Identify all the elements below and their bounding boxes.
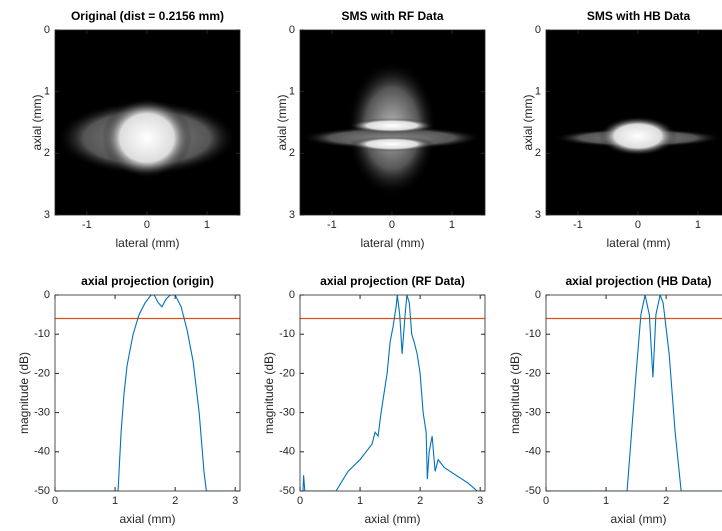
y-axis-label: magnitude (dB): [508, 352, 522, 434]
data-line: [55, 295, 240, 491]
image-blob: [349, 118, 434, 133]
y-tick-label: -10: [34, 328, 50, 340]
y-tick-label: -50: [525, 485, 541, 497]
y-tick-label: 0: [289, 24, 295, 36]
axes-box: [299, 294, 486, 492]
y-tick-label: 1: [44, 86, 50, 98]
y-axis-label: magnitude (dB): [262, 352, 276, 434]
x-tick-label: 1: [357, 495, 363, 507]
plot-area: [300, 295, 485, 491]
y-tick-label: -10: [525, 328, 541, 340]
data-line: [300, 295, 481, 491]
data-line: [546, 295, 722, 491]
axes-box: [54, 294, 241, 492]
y-tick-label: 0: [289, 289, 295, 301]
chart-title: axial projection (RF Data): [320, 274, 465, 288]
y-tick-label: -40: [525, 446, 541, 458]
x-tick-label: 1: [449, 219, 455, 231]
x-axis-label: lateral (mm): [360, 236, 424, 250]
x-tick-label: 1: [695, 219, 701, 231]
image-blob: [349, 136, 434, 152]
y-tick-label: 3: [44, 209, 50, 221]
y-tick-label: -20: [279, 367, 295, 379]
x-tick-label: 0: [635, 219, 641, 231]
y-tick-label: 1: [535, 86, 541, 98]
plot-area: [546, 30, 722, 215]
y-tick-label: -50: [34, 485, 50, 497]
x-tick-label: -1: [327, 219, 337, 231]
x-tick-label: 0: [52, 495, 58, 507]
x-tick-label: -1: [82, 219, 92, 231]
chart-title: axial projection (origin): [81, 274, 214, 288]
y-tick-label: 2: [44, 147, 50, 159]
y-tick-label: 0: [535, 24, 541, 36]
y-tick-label: -50: [279, 485, 295, 497]
x-tick-label: 2: [417, 495, 423, 507]
y-tick-label: 0: [44, 24, 50, 36]
chart-title: Original (dist = 0.2156 mm): [71, 9, 224, 23]
axes-box: [54, 29, 241, 216]
x-axis-label: lateral (mm): [115, 236, 179, 250]
image-blob: [598, 116, 677, 156]
axes-box: [545, 294, 722, 492]
plot-area: [300, 30, 485, 215]
x-tick-label: 1: [603, 495, 609, 507]
axes-box: [299, 29, 486, 216]
y-tick-label: 3: [289, 209, 295, 221]
x-tick-label: 3: [232, 495, 238, 507]
y-axis-label: axial (mm): [30, 94, 44, 150]
image-blob: [101, 97, 192, 178]
chart-title: SMS with HB Data: [587, 9, 691, 23]
y-tick-label: 0: [535, 289, 541, 301]
x-tick-label: 0: [297, 495, 303, 507]
plot-area: [55, 30, 240, 215]
x-axis-label: axial (mm): [365, 512, 421, 526]
y-tick-label: 2: [289, 147, 295, 159]
y-axis-label: axial (mm): [521, 94, 535, 150]
y-tick-label: -20: [34, 367, 50, 379]
y-axis-label: axial (mm): [275, 94, 289, 150]
y-tick-label: -10: [279, 328, 295, 340]
y-axis-label: magnitude (dB): [17, 352, 31, 434]
y-tick-label: -40: [279, 446, 295, 458]
axes-box: [545, 29, 722, 216]
y-tick-label: -30: [34, 407, 50, 419]
y-tick-label: 3: [535, 209, 541, 221]
chart-title: SMS with RF Data: [341, 9, 443, 23]
x-tick-label: 0: [543, 495, 549, 507]
x-tick-label: 1: [204, 219, 210, 231]
x-axis-label: axial (mm): [611, 512, 667, 526]
x-axis-label: lateral (mm): [606, 236, 670, 250]
y-tick-label: -30: [279, 407, 295, 419]
x-tick-label: 3: [477, 495, 483, 507]
x-tick-label: 1: [112, 495, 118, 507]
x-axis-label: axial (mm): [120, 512, 176, 526]
y-tick-label: 0: [44, 289, 50, 301]
x-tick-label: -1: [573, 219, 583, 231]
chart-title: axial projection (HB Data): [565, 274, 711, 288]
x-tick-label: 2: [663, 495, 669, 507]
plot-area: [55, 295, 240, 491]
y-tick-label: -40: [34, 446, 50, 458]
x-tick-label: 0: [144, 219, 150, 231]
y-tick-label: -20: [525, 367, 541, 379]
y-tick-label: 1: [289, 86, 295, 98]
x-tick-label: 2: [172, 495, 178, 507]
y-tick-label: -30: [525, 407, 541, 419]
y-tick-label: 2: [535, 147, 541, 159]
x-tick-label: 0: [389, 219, 395, 231]
plot-area: [546, 295, 722, 491]
